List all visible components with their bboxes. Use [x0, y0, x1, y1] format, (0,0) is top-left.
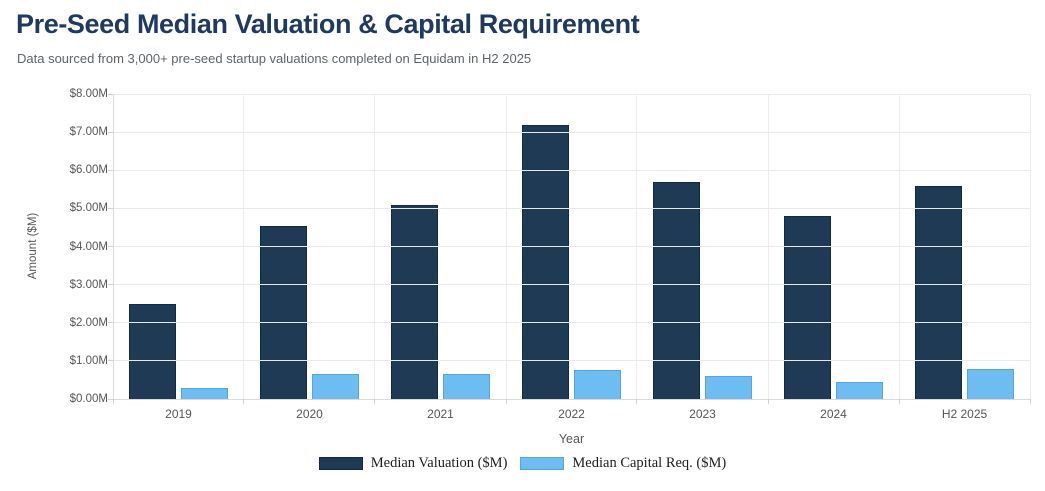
gridline-horizontal: [113, 207, 1030, 209]
y-tick-label: $4.00M: [69, 240, 108, 253]
bar-groups: [113, 94, 1030, 399]
y-axis-ticks: $8.00M $7.00M $6.00M $5.00M $4.00M $3.00M $2.0…: [0, 88, 108, 405]
x-tick-mark: [898, 399, 900, 404]
y-tick-mark: [108, 207, 113, 209]
y-tick-label: $5.00M: [69, 202, 108, 215]
bar-median-capital-req-2024: [836, 381, 883, 399]
bar-median-capital-req-2022: [574, 370, 621, 399]
gridline-vertical: [636, 94, 638, 399]
legend-item-median-valuation: Median Valuation ($M): [318, 455, 508, 472]
bar-median-valuation-h2-2025: [915, 185, 962, 399]
bar-median-capital-req-2019: [181, 387, 228, 399]
x-axis-title: Year: [558, 432, 585, 446]
bar-median-capital-req-2020: [312, 374, 359, 399]
gridline-horizontal: [113, 398, 1030, 400]
bar-group-2019: [113, 94, 244, 399]
bar-median-capital-req-h2-2025: [967, 368, 1014, 399]
legend-label: Median Capital Req. ($M): [572, 455, 727, 471]
x-tick-label: 2024: [820, 407, 847, 421]
y-tick-label: $6.00M: [69, 164, 108, 177]
x-tick-mark: [112, 399, 114, 404]
gridline-horizontal: [113, 284, 1030, 286]
gridline-horizontal: [113, 169, 1030, 171]
x-tick-mark: [636, 399, 638, 404]
y-tick-mark: [108, 398, 113, 400]
bar-median-valuation-2024: [784, 216, 831, 399]
legend: Median Valuation ($M) Median Capital Req.…: [0, 455, 1045, 472]
y-tick-label: $1.00M: [69, 354, 108, 367]
x-tick-mark: [1029, 399, 1031, 404]
bar-median-valuation-2023: [653, 181, 700, 399]
bar-group-2020: [244, 94, 375, 399]
y-tick-mark: [108, 246, 113, 247]
gridline-horizontal: [113, 360, 1030, 362]
bar-median-valuation-2022: [522, 124, 569, 399]
gridline-vertical: [1029, 94, 1031, 399]
plot-area: [108, 93, 1031, 404]
bar-median-capital-req-2021: [443, 374, 490, 399]
bar-median-capital-req-2023: [705, 376, 752, 399]
x-tick-label: 2022: [558, 407, 585, 421]
gridline-horizontal: [113, 93, 1030, 95]
legend-swatch-median-capital-req: [520, 457, 565, 470]
x-tick-label: 2019: [165, 407, 192, 421]
x-tick-label: 2023: [689, 407, 716, 421]
bar-median-valuation-2021: [391, 204, 438, 399]
gridline-horizontal: [113, 246, 1030, 247]
x-tick-mark: [505, 399, 507, 404]
y-tick-mark: [108, 284, 113, 286]
bar-median-valuation-2019: [129, 303, 176, 399]
bar-median-valuation-2020: [260, 225, 307, 399]
x-axis-ticks: 2019 2020 2021 2022 2023 2024 H2 2025: [113, 407, 1030, 421]
gridline-vertical: [767, 94, 769, 399]
bar-group-2021: [375, 94, 506, 399]
x-tick-mark: [374, 399, 376, 404]
legend-label: Median Valuation ($M): [370, 455, 508, 471]
x-tick-label: 2021: [427, 407, 454, 421]
gridline-vertical: [505, 94, 507, 399]
bar-group-2023: [637, 94, 768, 399]
gridline-horizontal: [113, 322, 1030, 324]
y-tick-mark: [108, 93, 113, 95]
page-subtitle: Data sourced from 3,000+ pre-seed startu…: [17, 51, 532, 66]
gridline-vertical: [898, 94, 900, 399]
y-tick-label: $2.00M: [69, 316, 108, 329]
y-tick-label: $7.00M: [69, 126, 108, 139]
x-tick-mark: [767, 399, 769, 404]
x-tick-label: 2020: [296, 407, 323, 421]
gridline-vertical: [112, 94, 114, 399]
x-tick-mark: [243, 399, 245, 404]
y-tick-label: $3.00M: [69, 278, 108, 291]
y-tick-mark: [108, 322, 113, 324]
legend-item-median-capital-req: Median Capital Req. ($M): [520, 455, 726, 472]
y-tick-mark: [108, 169, 113, 171]
y-tick-mark: [108, 131, 113, 133]
gridline-vertical: [243, 94, 245, 399]
y-tick-mark: [108, 360, 113, 362]
page-title: Pre-Seed Median Valuation & Capital Requ…: [16, 9, 640, 39]
x-tick-label: H2 2025: [941, 407, 988, 421]
bar-group-h2-2025: [899, 94, 1030, 399]
y-tick-label: $8.00M: [69, 88, 108, 100]
gridline-horizontal: [113, 131, 1030, 133]
y-tick-label: $0.00M: [69, 393, 108, 405]
gridline-vertical: [374, 94, 376, 399]
legend-swatch-median-valuation: [318, 457, 363, 470]
